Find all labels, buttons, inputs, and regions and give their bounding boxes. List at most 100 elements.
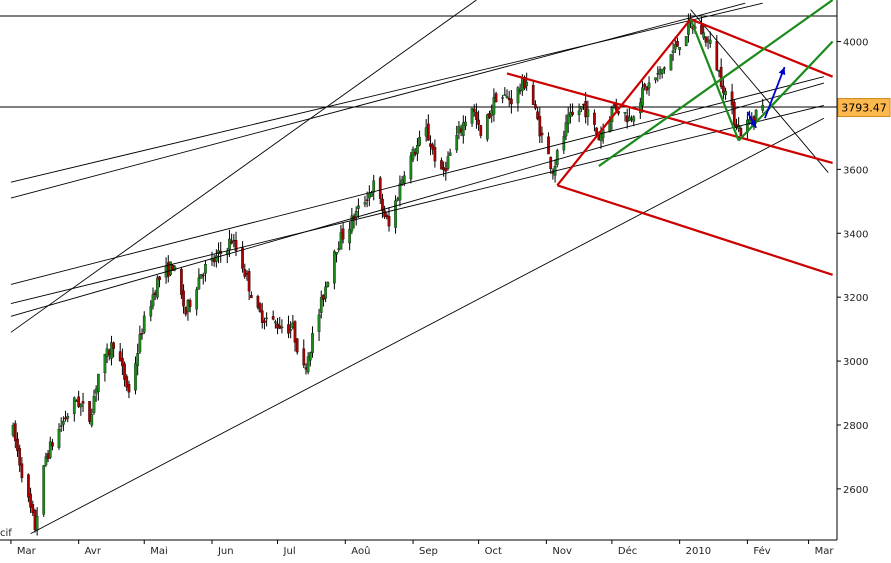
candle-body	[538, 116, 542, 137]
candle-body	[88, 401, 91, 422]
candle-body	[409, 155, 413, 180]
candle-body	[402, 175, 406, 183]
candle-body	[477, 119, 480, 125]
trendline-2	[10, 76, 824, 285]
candle-body	[715, 41, 719, 71]
candle-body	[215, 255, 218, 262]
candle-body	[295, 338, 299, 353]
candle-body	[158, 276, 161, 281]
candle-body	[228, 238, 231, 250]
candle-body	[197, 277, 201, 290]
candle-body	[418, 137, 421, 146]
candle-body	[372, 180, 376, 193]
candle-body	[584, 101, 588, 118]
candle-body	[566, 114, 570, 125]
candle-body	[18, 448, 22, 466]
candle-body	[324, 286, 327, 299]
candle-body	[593, 112, 596, 125]
candle-body	[96, 373, 100, 393]
candle-body	[287, 324, 290, 334]
candle-body	[540, 132, 544, 136]
candle-body	[492, 96, 496, 115]
candle-body	[263, 320, 266, 323]
trendline-6	[10, 0, 477, 333]
candle-body	[20, 463, 24, 479]
candle-body	[149, 306, 153, 317]
candle-body	[383, 210, 386, 217]
candle-body	[173, 266, 177, 271]
candle-body	[704, 36, 708, 43]
candle-body	[271, 316, 275, 320]
candle-body	[632, 116, 636, 122]
candle-body	[702, 32, 706, 39]
candle-body	[260, 310, 264, 323]
candle-body	[564, 122, 568, 137]
candle-body	[505, 96, 509, 98]
candle-body	[234, 240, 238, 251]
candle-body	[470, 108, 474, 124]
candle-body	[381, 198, 384, 211]
candle-body	[365, 199, 369, 201]
last-price-label: 3793.47	[837, 98, 891, 118]
candle-body	[134, 363, 137, 391]
candle-body	[641, 87, 644, 106]
candle-body	[62, 420, 65, 425]
trendline-9	[556, 184, 833, 276]
trendline-4	[10, 2, 763, 183]
candle-body	[44, 456, 48, 466]
arrow-1-head	[778, 67, 786, 76]
x-tick-label: Mar	[815, 546, 835, 557]
candle-body	[485, 114, 489, 140]
candle-body	[518, 90, 522, 92]
candle-body	[289, 329, 293, 331]
candle-body	[317, 314, 321, 332]
x-tick-label: Aoû	[351, 545, 370, 557]
candle-body	[357, 205, 360, 209]
candle-body	[595, 127, 598, 135]
candle-body	[678, 47, 682, 51]
candle-body	[617, 111, 620, 114]
candle-body	[444, 168, 448, 172]
candle-body	[92, 396, 96, 413]
candle-body	[638, 102, 642, 114]
candle-body	[155, 277, 159, 298]
candle-body	[79, 404, 83, 408]
candle-body	[475, 111, 478, 120]
y-tick-label: 3000	[843, 357, 868, 368]
x-tick-label: Sep	[419, 546, 438, 557]
candle-body	[531, 85, 535, 105]
candle-body	[326, 281, 330, 287]
candle-body	[48, 441, 52, 458]
candle-body	[27, 474, 30, 498]
trendline-14	[689, 18, 740, 141]
last-price-box	[837, 98, 891, 118]
candle-body	[51, 442, 54, 447]
candle-body	[739, 128, 743, 136]
candle-body	[339, 232, 343, 250]
candle-body	[13, 423, 17, 442]
x-tick-label: Déc	[618, 545, 637, 557]
trendline-8	[506, 72, 833, 165]
candle-body	[440, 160, 443, 170]
candle-body	[142, 315, 146, 333]
x-tick-label: Jun	[217, 546, 234, 557]
candle-body	[398, 183, 402, 201]
arrow-0-head	[749, 119, 757, 128]
candle-body	[199, 274, 203, 279]
candle-body	[125, 376, 129, 388]
candle-body	[700, 24, 703, 35]
candle-body	[525, 82, 529, 86]
candle-body	[446, 156, 450, 169]
candle-body	[684, 36, 688, 47]
candle-body	[103, 353, 107, 374]
candle-body	[654, 77, 657, 81]
candle-body	[42, 465, 46, 515]
y-tick-label: 3600	[843, 165, 868, 176]
x-tick-label: Mar	[17, 546, 37, 557]
candle-body	[510, 98, 513, 105]
candle-body	[335, 251, 338, 255]
candle-body	[378, 177, 382, 199]
candle-body	[370, 192, 373, 197]
